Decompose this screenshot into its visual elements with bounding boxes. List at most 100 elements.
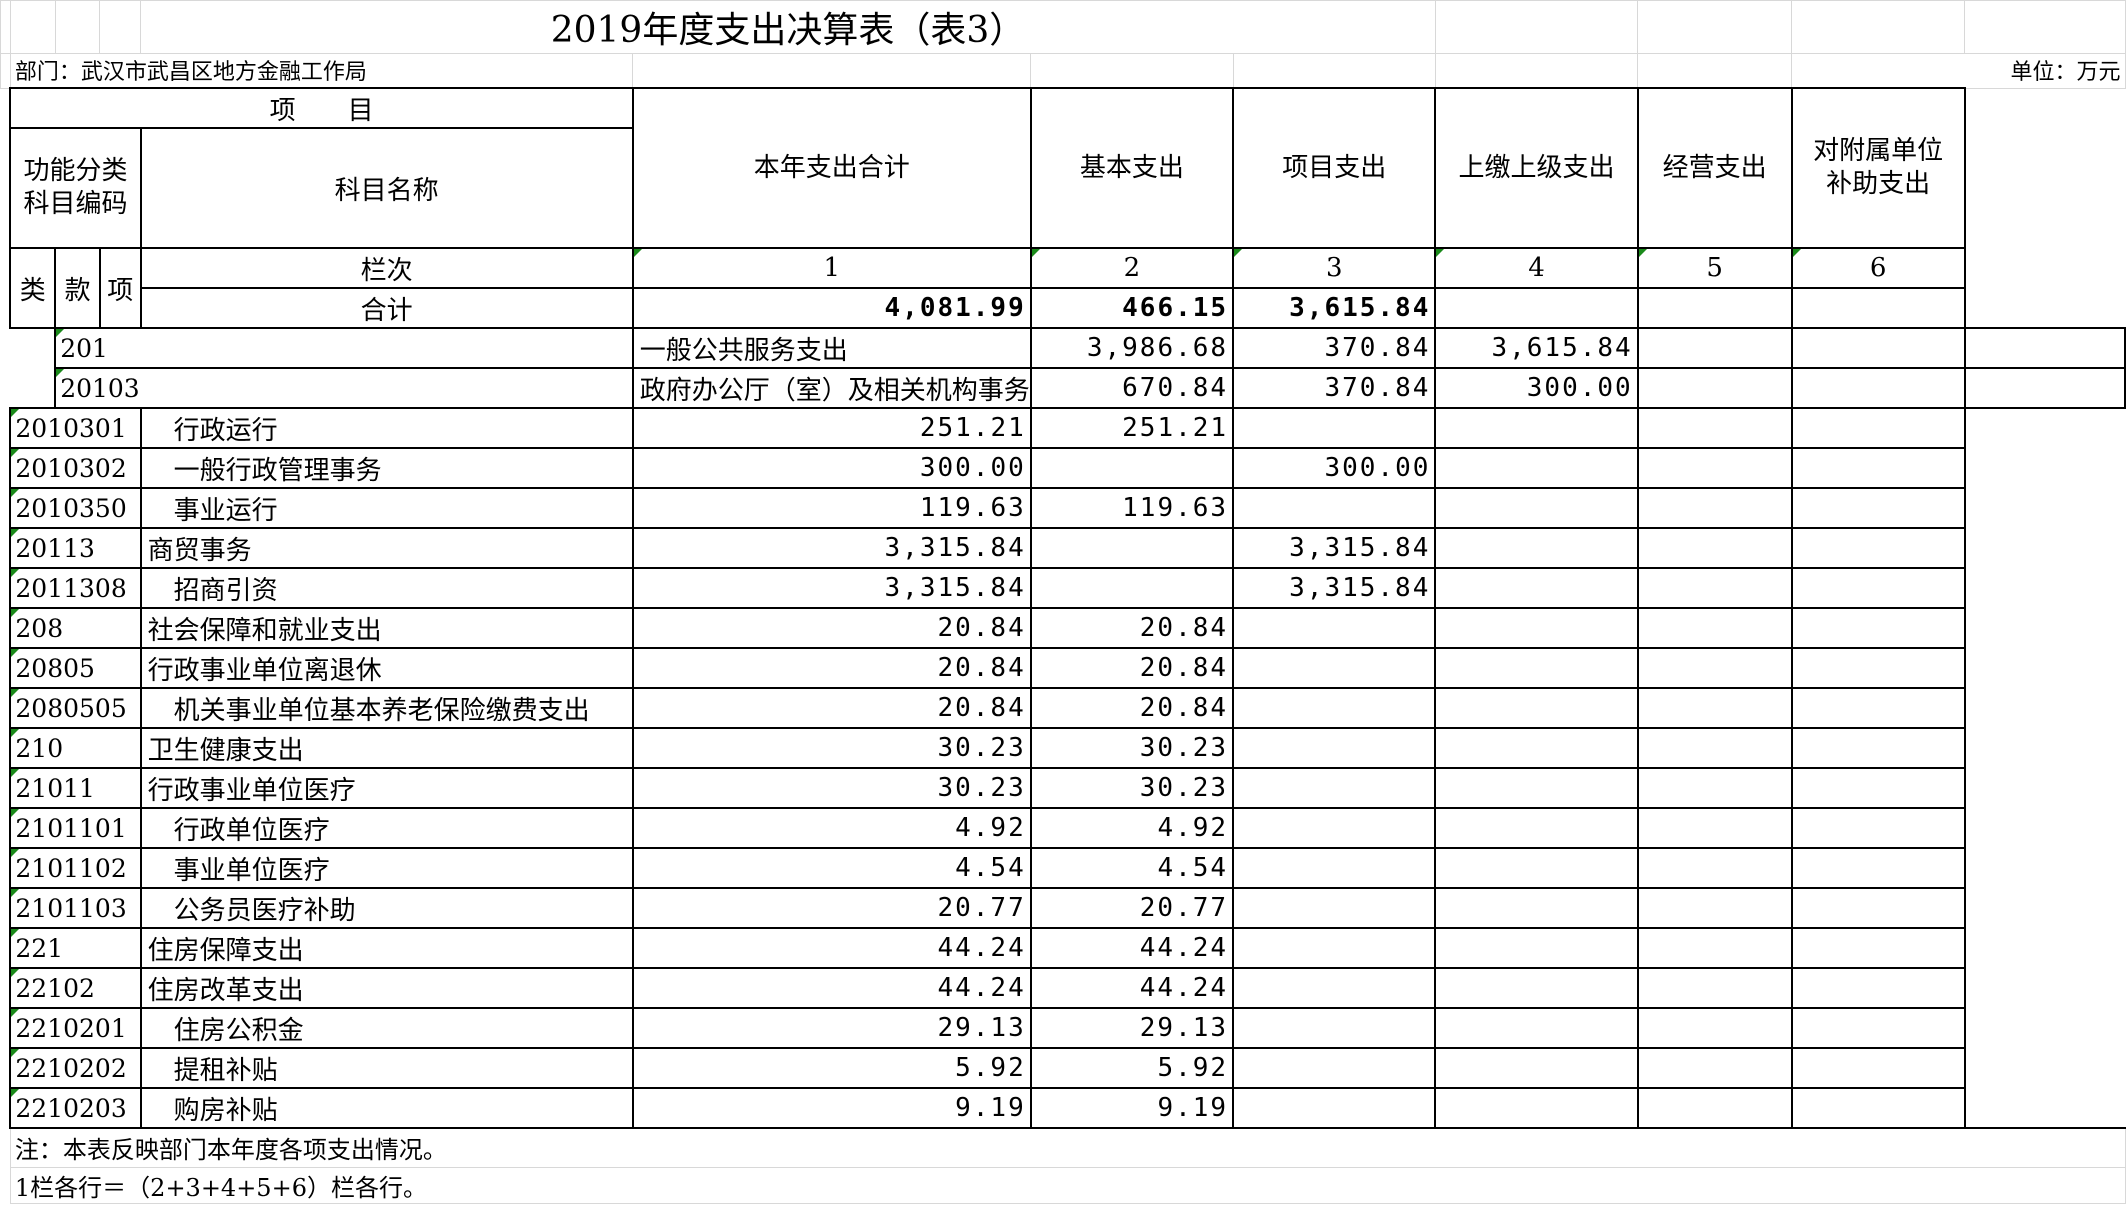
row-value: 300.00 xyxy=(631,447,1032,489)
row-value xyxy=(1434,567,1639,609)
row-code: 20805 xyxy=(9,647,142,689)
row-value xyxy=(1636,767,1793,809)
row-code: 2210201 xyxy=(9,1007,142,1049)
row-value: 44.24 xyxy=(631,967,1032,1009)
row-subject-name: 行政运行 xyxy=(139,407,634,449)
row-subject-name: 一般公共服务支出 xyxy=(631,327,1032,369)
row-subject-name: 行政事业单位离退休 xyxy=(139,647,634,689)
row-value xyxy=(1232,647,1437,689)
table-row: 210 卫生健康支出 30.23 30.23 xyxy=(1,727,2126,769)
row-value xyxy=(1790,327,1966,369)
row-code: 221 xyxy=(9,927,142,969)
row-value xyxy=(1232,967,1437,1009)
column-index: 3 xyxy=(1232,247,1437,289)
header-total: 本年支出合计 xyxy=(631,87,1032,249)
row-value: 251.21 xyxy=(1029,407,1235,449)
row-value xyxy=(1636,967,1793,1009)
row-value xyxy=(1636,567,1793,609)
row-value: 3,986.68 xyxy=(1029,327,1235,369)
row-value: 30.23 xyxy=(1029,727,1235,769)
row-value: 30.23 xyxy=(631,767,1032,809)
row-value xyxy=(1636,447,1793,489)
row-code: 2101101 xyxy=(9,807,142,849)
row-value xyxy=(1029,447,1235,489)
column-index: 4 xyxy=(1434,247,1639,289)
row-value xyxy=(1636,1087,1793,1129)
header-func-code: 功能分类科目编码 xyxy=(9,127,142,249)
row-value xyxy=(1790,1087,1966,1129)
table-row: 2010301 行政运行 251.21 251.21 xyxy=(1,407,2126,449)
row-code: 2010350 xyxy=(9,487,142,529)
table-row: 21011 行政事业单位医疗 30.23 30.23 xyxy=(1,767,2126,809)
row-value: 20.84 xyxy=(1029,687,1235,729)
unit-label: 单位：万元 xyxy=(1791,53,2126,89)
table-row: 2010350 事业运行 119.63 119.63 xyxy=(1,487,2126,529)
row-value xyxy=(1790,447,1966,489)
header-lanci: 栏次 xyxy=(139,247,634,289)
row-value xyxy=(1232,1007,1437,1049)
row-value xyxy=(1232,807,1437,849)
row-value xyxy=(1790,527,1966,569)
row-value: 20.84 xyxy=(631,647,1032,689)
row-code: 201 xyxy=(54,327,634,369)
header-basic: 基本支出 xyxy=(1029,87,1235,249)
column-index: 1 xyxy=(631,247,1032,289)
row-value: 119.63 xyxy=(1029,487,1235,529)
row-subject-name: 机关事业单位基本养老保险缴费支出 xyxy=(139,687,634,729)
row-subject-name: 行政单位医疗 xyxy=(139,807,634,849)
row-subject-name: 住房保障支出 xyxy=(139,927,634,969)
row-value xyxy=(1232,887,1437,929)
row-value xyxy=(1636,847,1793,889)
total-value: 4,081.99 xyxy=(631,287,1032,329)
row-code: 20113 xyxy=(9,527,142,569)
row-value: 119.63 xyxy=(631,487,1032,529)
row-value xyxy=(1790,1047,1966,1089)
table-row: 2101103 公务员医疗补助 20.77 20.77 xyxy=(1,887,2126,929)
row-value: 29.13 xyxy=(1029,1007,1235,1049)
row-code: 21011 xyxy=(9,767,142,809)
row-value: 3,615.84 xyxy=(1434,327,1639,369)
row-subject-name: 卫生健康支出 xyxy=(139,727,634,769)
column-index: 5 xyxy=(1636,247,1793,289)
row-value: 9.19 xyxy=(631,1087,1032,1129)
row-subject-name: 住房改革支出 xyxy=(139,967,634,1009)
row-code: 2101103 xyxy=(9,887,142,929)
row-value xyxy=(1232,1087,1437,1129)
row-value: 300.00 xyxy=(1434,367,1639,409)
row-code: 2080505 xyxy=(9,687,142,729)
row-value xyxy=(1790,887,1966,929)
row-value xyxy=(1434,1087,1639,1129)
row-value xyxy=(1636,1047,1793,1089)
row-value xyxy=(1636,887,1793,929)
table-row: 22102 住房改革支出 44.24 44.24 xyxy=(1,967,2126,1009)
total-value: 3,615.84 xyxy=(1232,287,1437,329)
row-value xyxy=(1790,407,1966,449)
table-row: 2011308 招商引资 3,315.84 3,315.84 xyxy=(1,567,2126,609)
row-value: 4.92 xyxy=(1029,807,1235,849)
row-value xyxy=(1790,967,1966,1009)
row-value xyxy=(1636,607,1793,649)
row-value xyxy=(1434,1047,1639,1089)
row-value xyxy=(1434,687,1639,729)
row-subject-name: 行政事业单位医疗 xyxy=(139,767,634,809)
row-subject-name: 社会保障和就业支出 xyxy=(139,607,634,649)
row-value xyxy=(1029,527,1235,569)
row-value: 20.77 xyxy=(631,887,1032,929)
row-value xyxy=(1963,327,2126,369)
header-business: 经营支出 xyxy=(1636,87,1793,249)
row-value xyxy=(1636,727,1793,769)
row-code: 2010302 xyxy=(9,447,142,489)
row-subject-name: 事业单位医疗 xyxy=(139,847,634,889)
row-value: 3,315.84 xyxy=(1232,567,1437,609)
row-value xyxy=(1790,927,1966,969)
row-value: 44.24 xyxy=(1029,927,1235,969)
row-value xyxy=(1232,487,1437,529)
row-value xyxy=(1434,847,1639,889)
row-value xyxy=(1790,367,1966,409)
row-value: 20.84 xyxy=(1029,647,1235,689)
table-row: 20113 商贸事务 3,315.84 3,315.84 xyxy=(1,527,2126,569)
row-subject-name: 事业运行 xyxy=(139,487,634,529)
row-value xyxy=(1636,407,1793,449)
row-value: 30.23 xyxy=(631,727,1032,769)
row-value xyxy=(1232,727,1437,769)
